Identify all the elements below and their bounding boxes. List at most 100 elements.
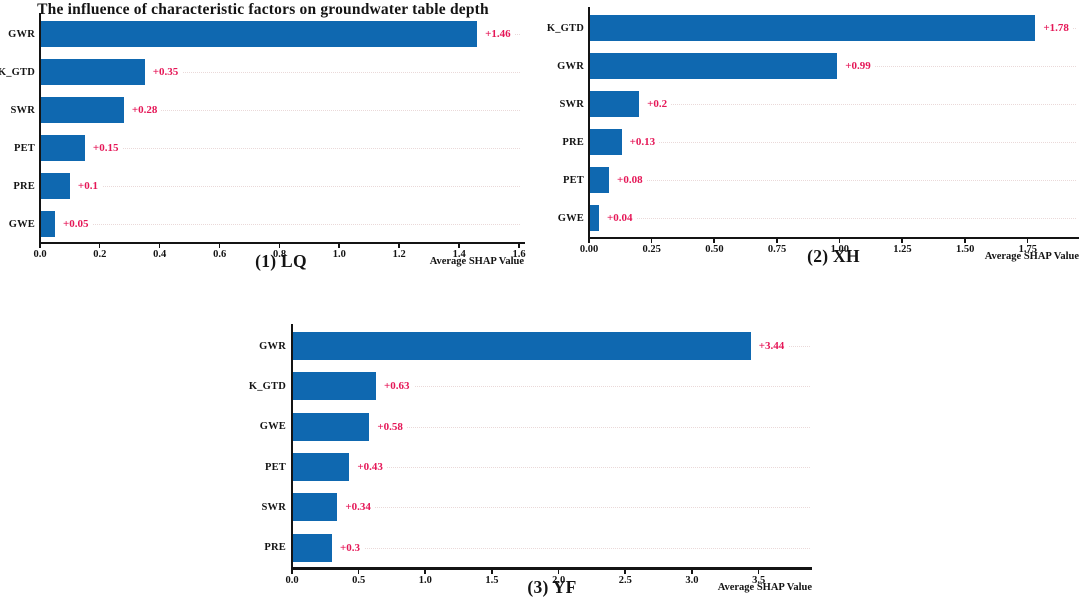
bar-track: +0.58 [292, 407, 812, 447]
gridline [589, 218, 1076, 219]
y-axis-category-label: PET [562, 174, 584, 186]
chart-yf: GWR +3.44 K_GTD +0.63 GWE +0.58 PET +0.43 SWR +0.… [240, 312, 820, 607]
x-axis-tick-label: 2.5 [618, 575, 632, 586]
x-axis-title: Average SHAP Value [984, 251, 1079, 262]
bar [589, 53, 838, 79]
bar-value-label: +0.35 [144, 65, 183, 79]
x-axis-tick-label: 1.0 [332, 249, 346, 260]
gridline [589, 104, 1076, 105]
x-axis-tick-label: 0.00 [579, 244, 599, 255]
tick-mark [158, 244, 161, 248]
bar [589, 205, 600, 231]
bar [292, 372, 376, 401]
chart-xh: K_GTD +1.78 GWR +0.99 SWR +0.2 PRE +0.13 PET +0.0… [547, 0, 1080, 296]
y-axis-category-label: GWE [557, 212, 584, 224]
bar-value-label: +3.44 [750, 339, 789, 354]
bar-value-label: +0.04 [599, 211, 637, 225]
x-axis-tick-label: 1.4 [452, 249, 466, 260]
x-axis-tick-label: 0.50 [705, 244, 724, 255]
tick-mark [357, 570, 360, 574]
y-axis-category-label: PET [13, 142, 35, 154]
bar-track: +0.1 [40, 167, 522, 205]
bar [589, 15, 1036, 41]
y-axis-category-label: K_GTD [248, 380, 286, 392]
bar-track: +0.35 [40, 53, 522, 91]
bar [40, 211, 55, 237]
x-axis-tick-label: 0.6 [213, 249, 227, 260]
x-axis-ticks: 0.0 0.5 1.0 1.5 2.0 2.5 3.0 3.5 [285, 570, 812, 590]
x-axis-tick-label: 1.00 [830, 244, 849, 255]
bar-row: SWR +0.2 [548, 85, 1078, 123]
bar-value-label: +0.2 [639, 97, 672, 111]
bar-track: +0.15 [40, 129, 522, 167]
bar-value-label: +0.63 [375, 379, 414, 394]
y-axis-category-label: SWR [261, 501, 286, 513]
bar [589, 129, 622, 155]
bar-row: GWE +0.05 [0, 205, 522, 243]
bar-track: +0.2 [589, 85, 1078, 123]
bar-row: PET +0.15 [0, 129, 522, 167]
y-axis-category-label: PET [264, 461, 286, 473]
x-axis-tick-label: 0.75 [767, 244, 787, 255]
tick-mark [518, 244, 520, 248]
tick-mark [964, 239, 966, 243]
y-axis-category-label: PRE [264, 542, 286, 554]
x-axis-tick-label: 2.0 [552, 575, 566, 586]
bar [292, 453, 350, 482]
tick-mark [901, 239, 904, 243]
gridline [292, 426, 810, 428]
bar-track: +1.78 [589, 9, 1078, 47]
bar-value-label: +0.13 [621, 135, 660, 149]
bar [40, 135, 85, 161]
chart-lq: The influence of characteristic factors … [0, 0, 540, 296]
y-axis-category-label: SWR [559, 98, 584, 110]
x-axis-tick-label: 1.5 [485, 575, 499, 586]
bar-value-label: +0.15 [84, 141, 123, 155]
gridline [40, 72, 520, 73]
bar-value-label: +0.05 [54, 217, 93, 231]
tick-mark [557, 570, 560, 574]
x-axis-tick-label: 1.75 [1018, 244, 1038, 255]
x-axis-line [39, 242, 525, 244]
gridline [292, 547, 810, 549]
bar [40, 173, 70, 199]
bar-row: PET +0.08 [548, 161, 1078, 199]
bar-value-label: +0.58 [369, 419, 407, 434]
gridline [589, 142, 1076, 143]
tick-mark [278, 244, 281, 248]
x-axis-tick-label: 1.6 [512, 249, 526, 260]
gridline [292, 467, 810, 469]
bar-track: +0.13 [589, 123, 1078, 161]
bar [292, 332, 751, 361]
bar-row: GWR +1.46 [0, 15, 522, 53]
bar [589, 91, 640, 117]
bar [40, 97, 124, 123]
tick-mark [1026, 239, 1029, 243]
y-axis-category-label: PRE [562, 136, 584, 148]
bar-track: +0.34 [292, 487, 812, 527]
bar [40, 59, 145, 85]
bar-row: K_GTD +1.78 [547, 9, 1078, 47]
bar-value-label: +1.78 [1035, 21, 1073, 35]
tick-mark [490, 570, 493, 574]
gridline [40, 224, 520, 225]
tick-mark [650, 239, 653, 243]
bars-area: K_GTD +1.78 GWR +0.99 SWR +0.2 PRE +0.13 PET +0.0… [547, 9, 1078, 237]
bar-row: SWR +0.28 [0, 91, 522, 129]
x-axis-tick-label: 3.5 [752, 575, 766, 586]
bar-value-label: +0.99 [837, 59, 875, 73]
bar-track: +0.08 [589, 161, 1078, 199]
gridline [40, 110, 520, 111]
y-axis-line [588, 7, 590, 239]
bar-track: +0.04 [589, 199, 1078, 237]
x-axis-tick-label: 0.4 [153, 249, 167, 260]
x-axis-title: Average SHAP Value [429, 256, 524, 267]
y-axis-line [39, 13, 41, 244]
tick-mark [690, 570, 693, 574]
x-axis-title: Average SHAP Value [717, 582, 812, 593]
gridline [40, 148, 520, 149]
gridline [292, 507, 810, 509]
x-axis-tick-label: 3.0 [685, 575, 699, 586]
tick-mark [218, 244, 221, 248]
